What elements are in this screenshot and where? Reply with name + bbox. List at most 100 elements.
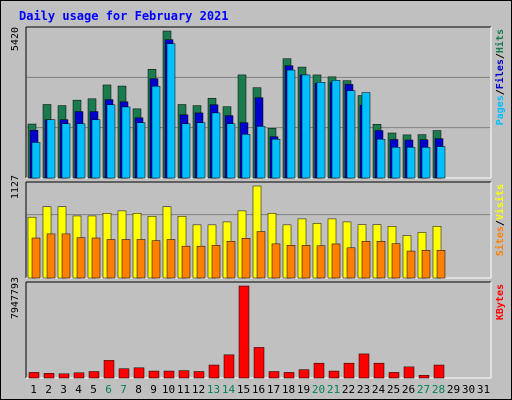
sites-bar bbox=[286, 245, 296, 279]
legend-entry: Visits bbox=[494, 184, 506, 220]
sites-bar bbox=[316, 245, 326, 279]
kbytes-bar bbox=[28, 372, 40, 379]
pages-bar bbox=[286, 69, 296, 179]
legend-entry: / bbox=[495, 89, 506, 95]
sites-bar bbox=[121, 239, 131, 279]
x-tick-label: 5 bbox=[90, 383, 97, 396]
sites-bar bbox=[256, 231, 266, 279]
sites-bar bbox=[436, 250, 446, 279]
pages-bar bbox=[76, 123, 86, 179]
x-tick-label: 22 bbox=[342, 383, 355, 396]
legend: Pages/Files/Hits bbox=[494, 29, 506, 125]
x-tick-label: 10 bbox=[162, 383, 175, 396]
x-tick-label: 24 bbox=[372, 383, 386, 396]
pages-bar bbox=[106, 104, 116, 179]
kbytes-bar bbox=[268, 371, 280, 379]
sites-bar bbox=[61, 233, 71, 279]
x-tick-label: 17 bbox=[267, 383, 280, 396]
kbytes-bar bbox=[433, 364, 445, 379]
kbytes-bar bbox=[418, 374, 430, 379]
pages-bar bbox=[61, 123, 71, 179]
pages-bar bbox=[121, 106, 131, 179]
kbytes-bar bbox=[178, 370, 190, 379]
kbytes-bar bbox=[88, 371, 100, 379]
kbytes-bar bbox=[103, 360, 115, 379]
sites-bar bbox=[406, 250, 416, 279]
sites-bar bbox=[46, 233, 56, 279]
kbytes-bar bbox=[58, 373, 70, 379]
x-tick-label: 27 bbox=[417, 383, 430, 396]
pages-bar bbox=[256, 126, 266, 179]
x-tick-label: 30 bbox=[462, 383, 475, 396]
sites-bar bbox=[421, 250, 431, 279]
x-tick-label: 26 bbox=[402, 383, 415, 396]
legend-entry: Hits bbox=[494, 29, 506, 53]
kbytes-bar bbox=[328, 370, 340, 379]
pages-bar bbox=[331, 80, 341, 179]
pages-bar bbox=[196, 122, 206, 179]
sites-bar bbox=[136, 239, 146, 279]
x-tick-label: 25 bbox=[387, 383, 400, 396]
x-tick-label: 8 bbox=[135, 383, 142, 396]
x-tick-label: 16 bbox=[252, 383, 265, 396]
chart-title: Daily usage for February 2021 bbox=[19, 9, 229, 23]
sites-bar bbox=[376, 241, 386, 279]
x-tick-label: 31 bbox=[477, 383, 490, 396]
pages-bar bbox=[151, 86, 161, 179]
pages-bar bbox=[346, 90, 356, 179]
pages-bar bbox=[136, 122, 146, 179]
x-tick-label: 7 bbox=[120, 383, 127, 396]
kbytes-bar bbox=[403, 366, 415, 379]
kbytes-bar bbox=[223, 354, 235, 379]
pages-bar bbox=[91, 119, 101, 179]
pages-bar bbox=[391, 147, 401, 179]
pages-bar bbox=[421, 147, 431, 179]
x-tick-label: 6 bbox=[105, 383, 112, 396]
pages-bar bbox=[406, 147, 416, 179]
sites-bar bbox=[226, 241, 236, 279]
pages-bar bbox=[376, 138, 386, 179]
pages-bar bbox=[271, 138, 281, 179]
sites-bar bbox=[361, 241, 371, 279]
y-max-label: 1127 bbox=[10, 175, 21, 199]
pages-bar bbox=[46, 119, 56, 179]
x-tick-label: 23 bbox=[357, 383, 370, 396]
kbytes-bar bbox=[373, 362, 385, 379]
x-tick-label: 13 bbox=[207, 383, 220, 396]
legend-entry: / bbox=[495, 220, 506, 226]
sites-bar bbox=[181, 245, 191, 279]
pages-bar bbox=[316, 82, 326, 179]
kbytes-bar bbox=[313, 362, 325, 379]
legend: Sites/Visits bbox=[494, 184, 506, 256]
pages-bar bbox=[226, 123, 236, 179]
pages-bar bbox=[301, 74, 311, 179]
kbytes-bar bbox=[388, 372, 400, 379]
legend: KBytes bbox=[495, 284, 506, 320]
kbytes-bar bbox=[133, 367, 145, 379]
sites-bar bbox=[31, 237, 41, 279]
sites-bar bbox=[301, 245, 311, 279]
sites-bar bbox=[271, 243, 281, 279]
sites-bar bbox=[106, 239, 116, 279]
x-tick-label: 2 bbox=[45, 383, 52, 396]
x-tick-label: 19 bbox=[297, 383, 310, 396]
pages-bar bbox=[241, 134, 251, 179]
legend-entry: Files bbox=[494, 59, 506, 89]
pages-bar bbox=[436, 146, 446, 179]
pages-bar bbox=[181, 123, 191, 179]
pages-bar bbox=[361, 92, 371, 179]
x-tick-label: 15 bbox=[237, 383, 250, 396]
kbytes-bar bbox=[118, 368, 130, 379]
sites-bar bbox=[91, 237, 101, 279]
sites-bar bbox=[76, 237, 86, 279]
pages-bar bbox=[31, 142, 41, 179]
kbytes-bar bbox=[283, 372, 295, 379]
sites-bar bbox=[211, 245, 221, 279]
sites-bar bbox=[391, 243, 401, 279]
y-max-label: 5420 bbox=[10, 27, 21, 51]
legend-entry: Sites bbox=[494, 226, 506, 256]
x-tick-label: 29 bbox=[447, 383, 460, 396]
kbytes-bar bbox=[343, 362, 355, 379]
